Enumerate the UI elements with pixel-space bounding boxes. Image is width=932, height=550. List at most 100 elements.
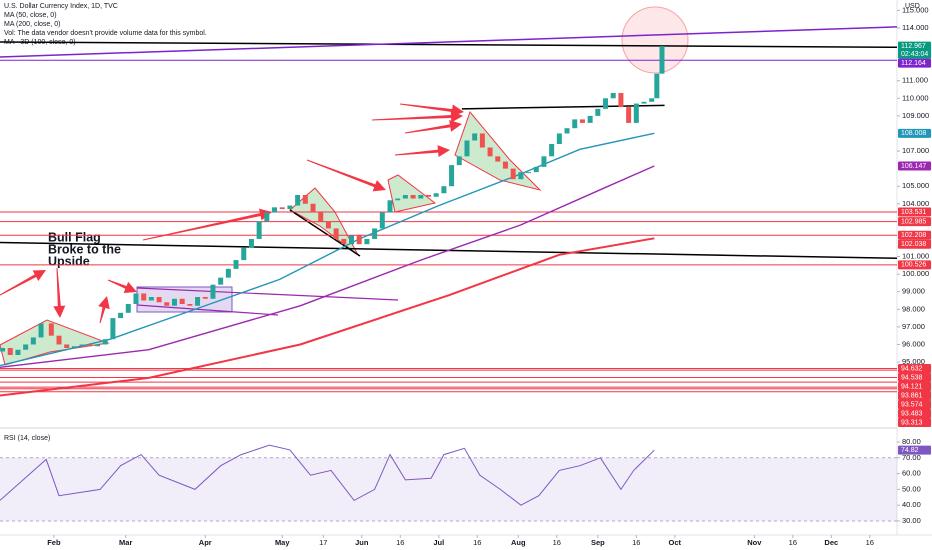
candle-body <box>502 161 508 169</box>
triangle-pattern <box>454 111 542 191</box>
candle-body <box>179 298 185 305</box>
x-tick-label: May <box>275 538 290 547</box>
arrow <box>404 119 462 134</box>
candle-body <box>618 93 624 108</box>
annotation: Bull Flag <box>48 230 101 244</box>
candle-body <box>56 335 62 345</box>
candle-body <box>102 339 108 345</box>
candle-body <box>372 228 378 239</box>
price-tag-label: 94.538 <box>901 374 923 381</box>
arrow <box>394 145 450 158</box>
x-tick-label: 16 <box>789 538 797 547</box>
candle-body <box>279 207 285 210</box>
price-tag-label: 106.147 <box>901 163 926 170</box>
flag-line <box>136 304 279 316</box>
candle-body <box>325 221 331 229</box>
candle-body <box>556 133 562 145</box>
candle-body <box>579 119 585 123</box>
candle-body <box>38 323 44 338</box>
triangle-pattern <box>387 174 437 213</box>
candle-body <box>464 140 470 157</box>
y-tick-label: 105.000 <box>902 181 929 190</box>
arrow <box>399 103 464 117</box>
price-tag <box>898 409 931 419</box>
ma-line <box>0 237 655 397</box>
trend-line <box>0 26 898 58</box>
price-tag <box>898 400 931 410</box>
candle-body <box>287 205 293 210</box>
candle-body <box>333 228 339 239</box>
candle-body <box>641 101 647 104</box>
candle-body <box>441 186 447 194</box>
x-tick-label: Dec <box>824 538 838 547</box>
y-tick-label: 30.00 <box>902 516 921 525</box>
y-tick-label: 110.000 <box>902 93 929 102</box>
arrow <box>107 279 137 293</box>
price-tag <box>898 364 931 374</box>
price-tag <box>898 260 931 270</box>
price-tag <box>898 161 931 171</box>
legend-entry: MA (50, close, 0) <box>4 12 57 19</box>
candle-body <box>603 98 609 109</box>
candle-body <box>148 296 154 301</box>
x-tick-label: Oct <box>669 538 682 547</box>
price-tag <box>898 230 931 240</box>
rsi-legend: RSI (14, close) <box>4 435 50 442</box>
y-tick-label: 50.00 <box>902 484 921 493</box>
x-tick-label: Apr <box>199 538 212 547</box>
candle-body <box>248 238 254 248</box>
x-tick-label: 16 <box>866 538 874 547</box>
price-tag-label: 108.008 <box>901 130 926 137</box>
candle-body <box>0 347 6 352</box>
price-tag <box>898 217 931 227</box>
candle-body <box>418 195 424 199</box>
arrow <box>98 296 110 324</box>
x-tick-label: Mar <box>119 538 132 547</box>
price-tag-label: 112.164 <box>901 60 926 67</box>
candle-body <box>195 296 201 306</box>
arrow <box>0 270 46 296</box>
candle-body <box>30 337 36 345</box>
candle-body <box>310 203 316 213</box>
candle-body <box>449 165 455 187</box>
arrow <box>306 159 386 192</box>
highlight-circle <box>621 6 689 74</box>
price-tag <box>898 41 931 59</box>
candle-body <box>15 349 21 356</box>
price-tag <box>898 58 931 68</box>
price-tag <box>898 128 931 138</box>
candle-body <box>210 284 216 299</box>
y-tick-label: 115.000 <box>902 5 929 14</box>
legend-entry: MA (200, close, 0) <box>4 21 60 28</box>
y-tick-label: 97.000 <box>902 322 925 331</box>
candle-body <box>341 238 347 245</box>
y-tick-label: 109.000 <box>902 111 929 120</box>
candle-body <box>564 128 570 134</box>
countdown: 02:43:04 <box>901 51 928 58</box>
candle-body <box>64 344 70 348</box>
rsi-tag <box>898 445 931 455</box>
price-tag-label: 102.208 <box>901 232 926 239</box>
price-tag-label: 100.526 <box>901 262 926 269</box>
candle-body <box>395 198 401 201</box>
price-tag <box>898 239 931 249</box>
arrow <box>53 267 66 318</box>
rsi-band <box>0 457 897 521</box>
candle-body <box>241 247 247 261</box>
legend-title: U.S. Dollar Currency Index, 1D, TVC <box>4 3 118 10</box>
x-tick-label: Nov <box>747 538 762 547</box>
candle-body <box>264 212 270 222</box>
candle-body <box>456 156 462 166</box>
candle-body <box>402 195 408 199</box>
y-tick-label: 104.000 <box>902 199 929 208</box>
candle-body <box>356 235 362 245</box>
candle-body <box>410 195 416 199</box>
candle-body <box>233 260 239 269</box>
candle-body <box>610 93 616 99</box>
price-tag-label: 103.531 <box>901 209 926 216</box>
price-tag-label: 102.985 <box>901 218 926 225</box>
rsi-line <box>0 444 655 506</box>
price-tag <box>898 207 931 217</box>
